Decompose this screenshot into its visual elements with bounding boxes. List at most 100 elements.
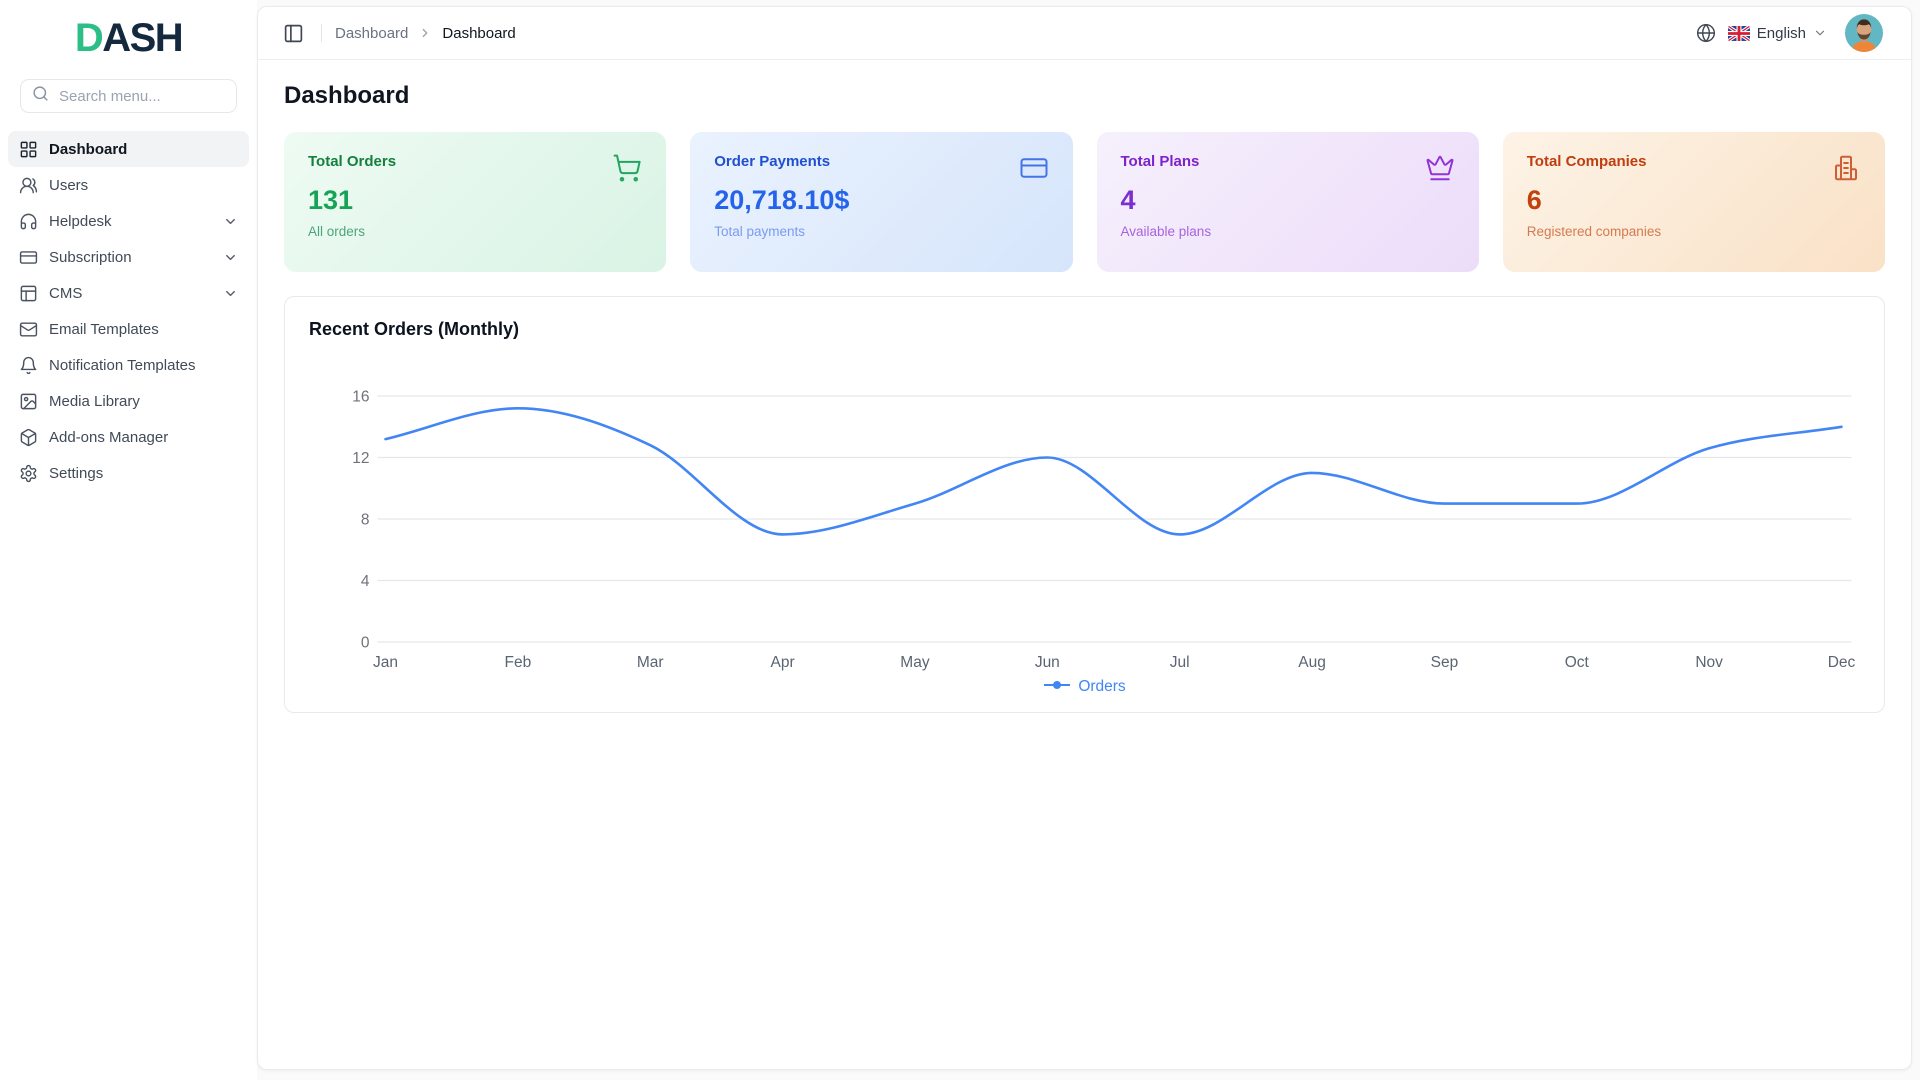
sidebar-item-users[interactable]: Users (8, 167, 249, 203)
stat-card-title: Total Orders (308, 153, 397, 170)
uk-flag-icon (1727, 25, 1750, 41)
svg-text:Feb: Feb (505, 654, 532, 671)
chevron-down-icon (223, 214, 238, 229)
globe-icon[interactable] (1696, 23, 1716, 43)
credit-card-icon (1019, 153, 1049, 183)
sidebar-item-cms[interactable]: CMS (8, 275, 249, 311)
stat-card-total-plans: Total Plans 4 Available plans (1096, 132, 1479, 272)
sidebar-item-label: Settings (49, 464, 104, 482)
sidebar-item-helpdesk[interactable]: Helpdesk (8, 203, 249, 239)
svg-text:Oct: Oct (1565, 654, 1590, 671)
svg-text:12: 12 (352, 450, 369, 467)
recent-orders-chart-card: Recent Orders (Monthly) 0 4 8 12 16 Jan Feb Mar… (284, 296, 1885, 713)
logo-letter-d: D (74, 16, 104, 60)
svg-text:Jul: Jul (1170, 654, 1190, 671)
topbar-left: Dashboard Dashboard (278, 18, 516, 48)
sidebar-item-label: Email Templates (49, 320, 159, 338)
stat-card-subtitle: Registered companies (1526, 224, 1662, 239)
svg-text:Nov: Nov (1695, 654, 1723, 671)
sidebar-item-label: Subscription (49, 248, 132, 266)
sidebar-item-settings[interactable]: Settings (8, 455, 249, 491)
svg-text:Jun: Jun (1035, 654, 1060, 671)
page-content: Dashboard Total Orders 131 All orders Order… (258, 60, 1911, 1069)
svg-text:Aug: Aug (1298, 654, 1326, 671)
sidebar-item-dashboard[interactable]: Dashboard (8, 131, 249, 167)
language-label: English (1756, 24, 1806, 42)
breadcrumb-parent[interactable]: Dashboard (335, 24, 409, 42)
page-title: Dashboard (284, 82, 410, 109)
svg-text:Apr: Apr (771, 654, 795, 671)
grid-icon (19, 140, 38, 159)
user-avatar[interactable] (1845, 14, 1883, 52)
stat-card-value: 4 (1120, 185, 1136, 215)
sidebar-item-label: Media Library (49, 392, 140, 410)
sidebar-search (20, 79, 237, 113)
svg-text:4: 4 (361, 573, 370, 590)
stat-card-total-companies: Total Companies 6 Registered companies (1502, 132, 1885, 272)
sidebar-item-label: Add-ons Manager (49, 428, 169, 446)
image-icon (19, 392, 38, 411)
cart-icon (612, 153, 642, 183)
layout-icon (19, 284, 38, 303)
search-icon (32, 85, 49, 107)
orders-line-chart: 0 4 8 12 16 Jan Feb Mar Apr May Jun Jul Aug Sep Oct Nov… (307, 348, 1862, 678)
sidebar-toggle-button[interactable] (278, 18, 308, 48)
sidebar-item-label: Helpdesk (49, 212, 112, 230)
topbar: Dashboard Dashboard English (258, 7, 1911, 60)
stat-card-title: Order Payments (714, 153, 831, 170)
logo-letters-rest: ASH (102, 16, 183, 60)
chevron-down-icon (1813, 26, 1827, 40)
package-icon (19, 428, 38, 447)
mail-icon (19, 320, 38, 339)
svg-text:Dec: Dec (1828, 654, 1856, 671)
stat-card-order-payments: Order Payments 20,718.10$ Total payments (690, 132, 1073, 272)
sidebar-item-label: Notification Templates (49, 356, 196, 374)
chart-legend-orders[interactable]: Orders (307, 678, 1862, 704)
svg-text:8: 8 (361, 512, 370, 529)
sidebar-item-subscription[interactable]: Subscription (8, 239, 249, 275)
sidebar-item-add-ons-manager[interactable]: Add-ons Manager (8, 419, 249, 455)
chart-title: Recent Orders (Monthly) (309, 319, 520, 339)
stat-card-subtitle: Total payments (714, 224, 806, 239)
settings-icon (19, 464, 38, 483)
chevron-down-icon (223, 250, 238, 265)
svg-text:Mar: Mar (637, 654, 664, 671)
svg-text:Jan: Jan (373, 654, 398, 671)
users-icon (19, 176, 38, 195)
headphones-icon (19, 212, 38, 231)
stat-card-value: 131 (308, 185, 354, 215)
sidebar-item-label: CMS (49, 284, 83, 302)
stat-card-title: Total Plans (1120, 153, 1200, 170)
breadcrumb: Dashboard Dashboard (335, 25, 516, 42)
stat-cards-row: Total Orders 131 All orders Order Payments 2… (284, 132, 1885, 272)
stat-card-value: 6 (1526, 185, 1542, 215)
legend-label: Orders (1078, 678, 1126, 695)
chevron-right-icon (418, 26, 432, 40)
svg-text:16: 16 (352, 389, 369, 406)
sidebar-item-media-library[interactable]: Media Library (8, 383, 249, 419)
svg-text:Sep: Sep (1431, 654, 1459, 671)
stat-card-subtitle: Available plans (1120, 224, 1212, 239)
stat-card-value: 20,718.10$ (714, 185, 850, 215)
main-panel: Dashboard Dashboard English Dashboard To… (257, 6, 1912, 1070)
sidebar: DASH Dashboard Users Helpdesk Subscription C… (0, 0, 257, 1080)
sidebar-item-notification-templates[interactable]: Notification Templates (8, 347, 249, 383)
stat-card-subtitle: All orders (308, 224, 366, 239)
breadcrumb-current: Dashboard (442, 24, 516, 42)
topbar-right: English (1696, 14, 1883, 52)
legend-line-marker (1043, 678, 1071, 696)
search-input[interactable] (57, 86, 225, 106)
language-selector[interactable]: English (1727, 24, 1827, 42)
svg-text:May: May (900, 654, 930, 671)
orders-line-chart-svg: 0 4 8 12 16 Jan Feb Mar Apr May Jun Jul Aug Sep Oct Nov… (352, 389, 1856, 672)
app-logo: DASH (74, 16, 184, 61)
sidebar-item-label: Users (49, 176, 89, 194)
credit-card-icon (19, 248, 38, 267)
sidebar-item-label: Dashboard (49, 140, 128, 158)
topbar-divider (321, 24, 322, 42)
crown-icon (1425, 153, 1455, 183)
stat-card-title: Total Companies (1526, 153, 1647, 170)
sidebar-item-email-templates[interactable]: Email Templates (8, 311, 249, 347)
bell-icon (19, 356, 38, 375)
